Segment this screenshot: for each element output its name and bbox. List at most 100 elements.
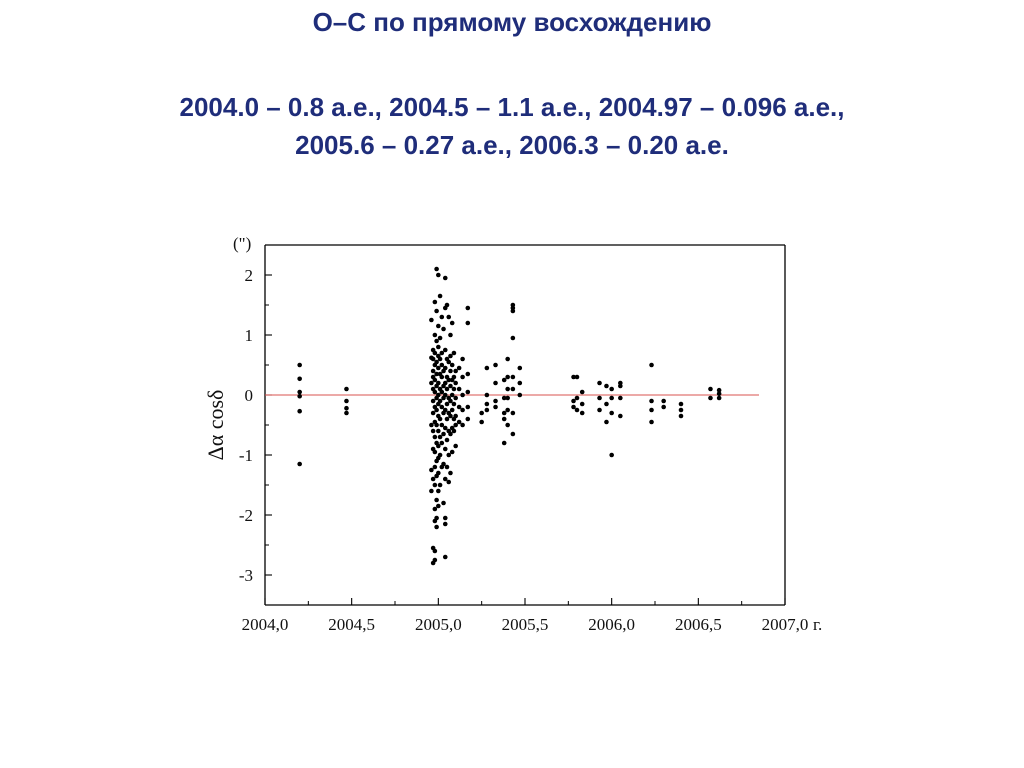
data-point [604, 401, 609, 407]
data-point [661, 398, 666, 404]
data-point [434, 407, 439, 413]
data-point [439, 440, 445, 446]
data-point [451, 428, 457, 434]
data-point [446, 377, 452, 383]
data-point [579, 410, 585, 416]
data-point [430, 476, 436, 482]
data-point [451, 350, 457, 356]
data-point [597, 395, 602, 401]
data-point [434, 371, 439, 377]
data-point [429, 380, 434, 386]
y-tick-label: -3 [239, 566, 253, 585]
data-point [465, 371, 471, 377]
data-point [436, 344, 441, 350]
data-point [451, 386, 457, 392]
data-point [493, 362, 498, 368]
data-point [441, 326, 446, 332]
data-point [571, 398, 576, 404]
data-point [505, 395, 510, 401]
data-point [649, 407, 654, 413]
data-point [501, 377, 507, 383]
y-tick-label: 0 [245, 386, 254, 405]
chart-ticks [264, 244, 786, 606]
data-point [574, 407, 580, 413]
data-point [505, 386, 510, 392]
data-point [493, 380, 498, 386]
y-axis-label: Δα cosδ [203, 390, 228, 461]
data-point [456, 365, 462, 371]
data-point [434, 422, 439, 428]
data-point [604, 419, 609, 425]
data-point [437, 416, 443, 422]
data-point [439, 389, 445, 395]
data-point [429, 317, 434, 323]
data-point [609, 386, 614, 392]
data-point [453, 443, 458, 449]
data-point [344, 386, 349, 392]
data-point [448, 332, 453, 338]
x-tick-label: 2007,0 [762, 615, 809, 634]
data-point [444, 437, 450, 443]
data-point [437, 335, 443, 341]
data-point [460, 422, 465, 428]
data-point [484, 365, 490, 371]
data-point [597, 380, 602, 386]
data-point [609, 395, 614, 401]
data-point [437, 398, 443, 404]
data-point [618, 413, 623, 419]
data-point [661, 404, 666, 410]
data-point [505, 422, 510, 428]
data-point [297, 362, 302, 368]
y-tick-label: 1 [245, 326, 254, 345]
data-point [432, 299, 438, 305]
data-point [430, 356, 436, 362]
data-point [517, 380, 523, 386]
data-point [571, 374, 576, 380]
data-point [465, 320, 471, 326]
data-point [344, 410, 349, 416]
data-point [609, 410, 614, 416]
data-point [609, 452, 614, 458]
data-point [444, 464, 450, 470]
x-axis-unit: г. [813, 615, 822, 634]
data-point [437, 293, 443, 299]
data-point [510, 308, 516, 314]
chart-points [297, 266, 722, 566]
data-point [449, 407, 455, 413]
data-point [448, 383, 453, 389]
data-point [444, 386, 450, 392]
data-point [432, 548, 438, 554]
data-point [432, 482, 438, 488]
data-point [436, 428, 441, 434]
data-point [344, 405, 349, 411]
data-point [434, 308, 439, 314]
data-point [451, 401, 457, 407]
data-point [429, 467, 434, 473]
x-tick-label: 2005,0 [415, 615, 462, 634]
data-point [505, 356, 510, 362]
data-point [441, 431, 446, 437]
data-point [501, 416, 507, 422]
data-point [510, 335, 516, 341]
data-point [678, 401, 684, 407]
data-point [441, 500, 446, 506]
data-point [436, 443, 441, 449]
x-tick-label: 2006,5 [675, 615, 722, 634]
chart-axes [264, 244, 786, 606]
data-point [597, 407, 602, 413]
data-point [571, 404, 576, 410]
data-point [448, 398, 453, 404]
y-axis-unit: (") [233, 234, 251, 253]
data-point [444, 302, 450, 308]
data-point [604, 383, 609, 389]
data-point [442, 392, 448, 398]
data-point [501, 440, 507, 446]
data-point [453, 422, 458, 428]
data-point [432, 464, 438, 470]
data-point [432, 389, 438, 395]
data-point [484, 392, 490, 398]
data-point [465, 389, 471, 395]
data-point [444, 416, 450, 422]
data-point [430, 398, 436, 404]
data-point [460, 407, 465, 413]
